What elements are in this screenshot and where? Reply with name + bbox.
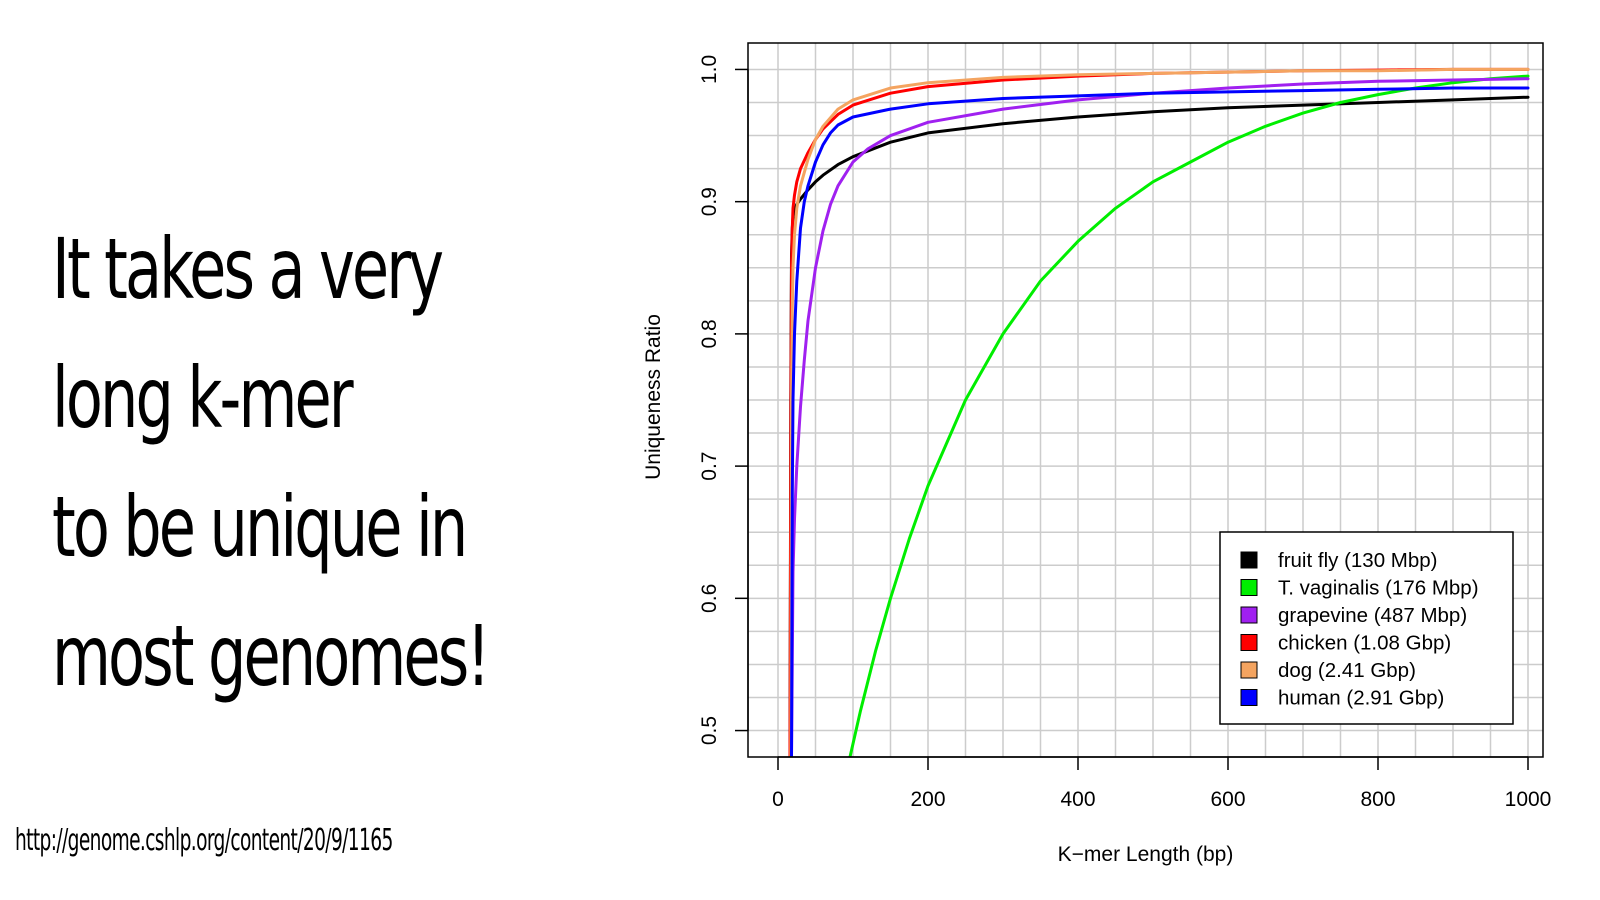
y-tick-label: 0.6 [698,584,721,613]
legend-label: chicken (1.08 Gbp) [1278,632,1451,655]
source-url[interactable]: http://genome.cshlp.org/content/20/9/116… [15,823,393,858]
slide-title: It takes a very long k-mer to be unique … [52,205,491,721]
title-line-2: long k-mer [52,349,354,447]
legend-label: grapevine (487 Mbp) [1278,604,1467,627]
title-line-3: to be unique in [52,478,468,576]
y-tick-label: 0.5 [698,716,721,745]
legend-swatch [1240,606,1258,624]
legend-swatch [1240,634,1258,651]
series-line-2 [790,77,1530,757]
y-tick-label: 0.9 [698,187,721,216]
legend-label: fruit fly (130 Mbp) [1278,549,1438,572]
title-line-4: most genomes! [52,607,491,705]
x-tick-label: 600 [1210,788,1245,811]
title-line-1: It takes a very [52,220,444,318]
y-tick-label: 0.7 [698,452,721,481]
x-tick-label: 1000 [1505,788,1552,811]
y-tick-label: 0.8 [698,319,721,348]
legend-swatch [1240,579,1258,596]
x-tick-label: 0 [772,788,784,811]
legend-swatch [1240,661,1258,679]
x-axis-label: K−mer Length (bp) [1058,843,1234,866]
x-tick-label: 400 [1060,788,1095,811]
x-tick-label: 800 [1360,788,1395,811]
series-line-4 [789,67,1530,757]
series-line-5 [790,86,1530,757]
x-tick-label: 200 [910,788,945,811]
legend-box [1219,531,1514,725]
legend-swatch [1240,689,1258,706]
legend-label: dog (2.41 Gbp) [1278,659,1416,682]
series-line-1 [848,74,1530,757]
y-axis-label: Uniqueness Ratio [642,314,665,480]
legend-label: human (2.91 Gbp) [1278,687,1444,710]
y-tick-label: 1.0 [698,55,721,84]
legend-swatch [1240,551,1258,569]
legend-label: T. vaginalis (176 Mbp) [1278,577,1479,600]
